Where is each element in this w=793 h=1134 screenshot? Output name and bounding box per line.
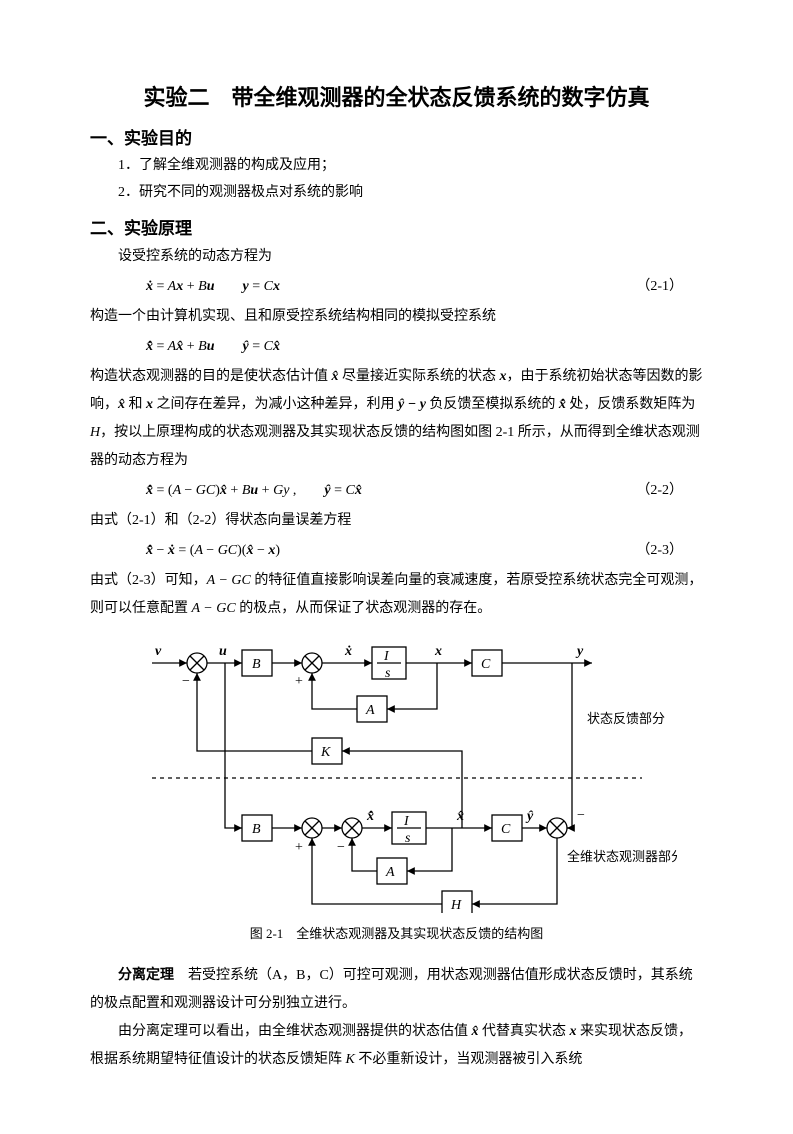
equation-2-3: x̂̇ − ẋ = (A − GC)(x̂ − x) （2-3） — [90, 537, 703, 565]
sec1-item1: 1．了解全维观测器的构成及应用； — [90, 153, 703, 180]
separation-theorem: 分离定理 若受控系统（A，B，C）可控可观测，用状态观测器估值形成状态反馈时，其… — [90, 960, 703, 1018]
svg-text:x̂: x̂ — [456, 809, 464, 824]
equation-2-1: ẋ = Ax + Bu y = Cx （2-1） — [90, 273, 703, 301]
svg-text:x̂̇: x̂̇ — [366, 809, 374, 824]
sec2-p3: 构造状态观测器的目的是使状态估计值 x̂ 尽量接近实际系统的状态 x，由于系统初… — [90, 363, 703, 475]
svg-text:H: H — [450, 898, 462, 913]
svg-text:+: + — [295, 840, 303, 855]
svg-text:全维状态观测器部分: 全维状态观测器部分 — [567, 849, 677, 864]
eqnum-2-1: （2-1） — [636, 273, 703, 301]
eqnum-2-2: （2-2） — [636, 477, 703, 505]
section2-head: 二、实验原理 — [90, 214, 703, 239]
sec2-p5: 由式（2-3）可知，A − GC 的特征值直接影响误差向量的衰减速度，若原受控系… — [90, 567, 703, 623]
svg-text:u: u — [219, 644, 227, 659]
svg-text:y: y — [575, 644, 584, 659]
sec2-p1: 设受控系统的动态方程为 — [90, 243, 703, 271]
eqnum-2-3: （2-3） — [636, 537, 703, 565]
svg-text:v: v — [155, 644, 162, 659]
svg-text:ŷ: ŷ — [525, 809, 534, 824]
sec2-p2: 构造一个由计算机实现、且和原受控系统结构相同的模拟受控系统 — [90, 303, 703, 331]
sec3-p2: 由分离定理可以看出，由全维状态观测器提供的状态估值 x̂ 代替真实状态 x 来实… — [90, 1018, 703, 1074]
svg-text:I: I — [403, 814, 410, 829]
svg-text:C: C — [481, 657, 491, 672]
svg-text:−: − — [182, 674, 190, 689]
svg-text:A: A — [365, 703, 375, 718]
svg-text:K: K — [320, 745, 331, 760]
sec1-item2: 2．研究不同的观测器极点对系统的影响 — [90, 180, 703, 207]
svg-text:C: C — [501, 822, 511, 837]
svg-text:s: s — [385, 666, 391, 681]
equation-observer: x̂̇ = Ax̂ + Bu ŷ = Cx̂ — [90, 333, 703, 361]
sec2-p4: 由式（2-1）和（2-2）得状态向量误差方程 — [90, 507, 703, 535]
svg-text:状态反馈部分: 状态反馈部分 — [587, 711, 665, 726]
svg-text:A: A — [385, 865, 395, 880]
svg-text:+: + — [295, 674, 303, 689]
svg-text:−: − — [577, 808, 585, 823]
section1-head: 一、实验目的 — [90, 124, 703, 149]
figure-caption: 图 2-1 全维状态观测器及其实现状态反馈的结构图 — [90, 923, 703, 942]
svg-text:x: x — [434, 644, 442, 659]
svg-text:B: B — [252, 822, 261, 837]
svg-text:I: I — [383, 649, 390, 664]
svg-text:−: − — [337, 840, 345, 855]
figure-2-1: v u ẋ x y B Is C A K − + x̂̇ x̂ ŷ B Is C… — [90, 633, 703, 913]
svg-text:B: B — [252, 657, 261, 672]
svg-text:s: s — [405, 831, 411, 846]
svg-text:ẋ: ẋ — [344, 644, 352, 659]
page-title: 实验二 带全维观测器的全状态反馈系统的数字仿真 — [90, 80, 703, 112]
equation-2-2: x̂̇ = (A − GC)x̂ + Bu + Gy , ŷ = Cx̂ （2-… — [90, 477, 703, 505]
